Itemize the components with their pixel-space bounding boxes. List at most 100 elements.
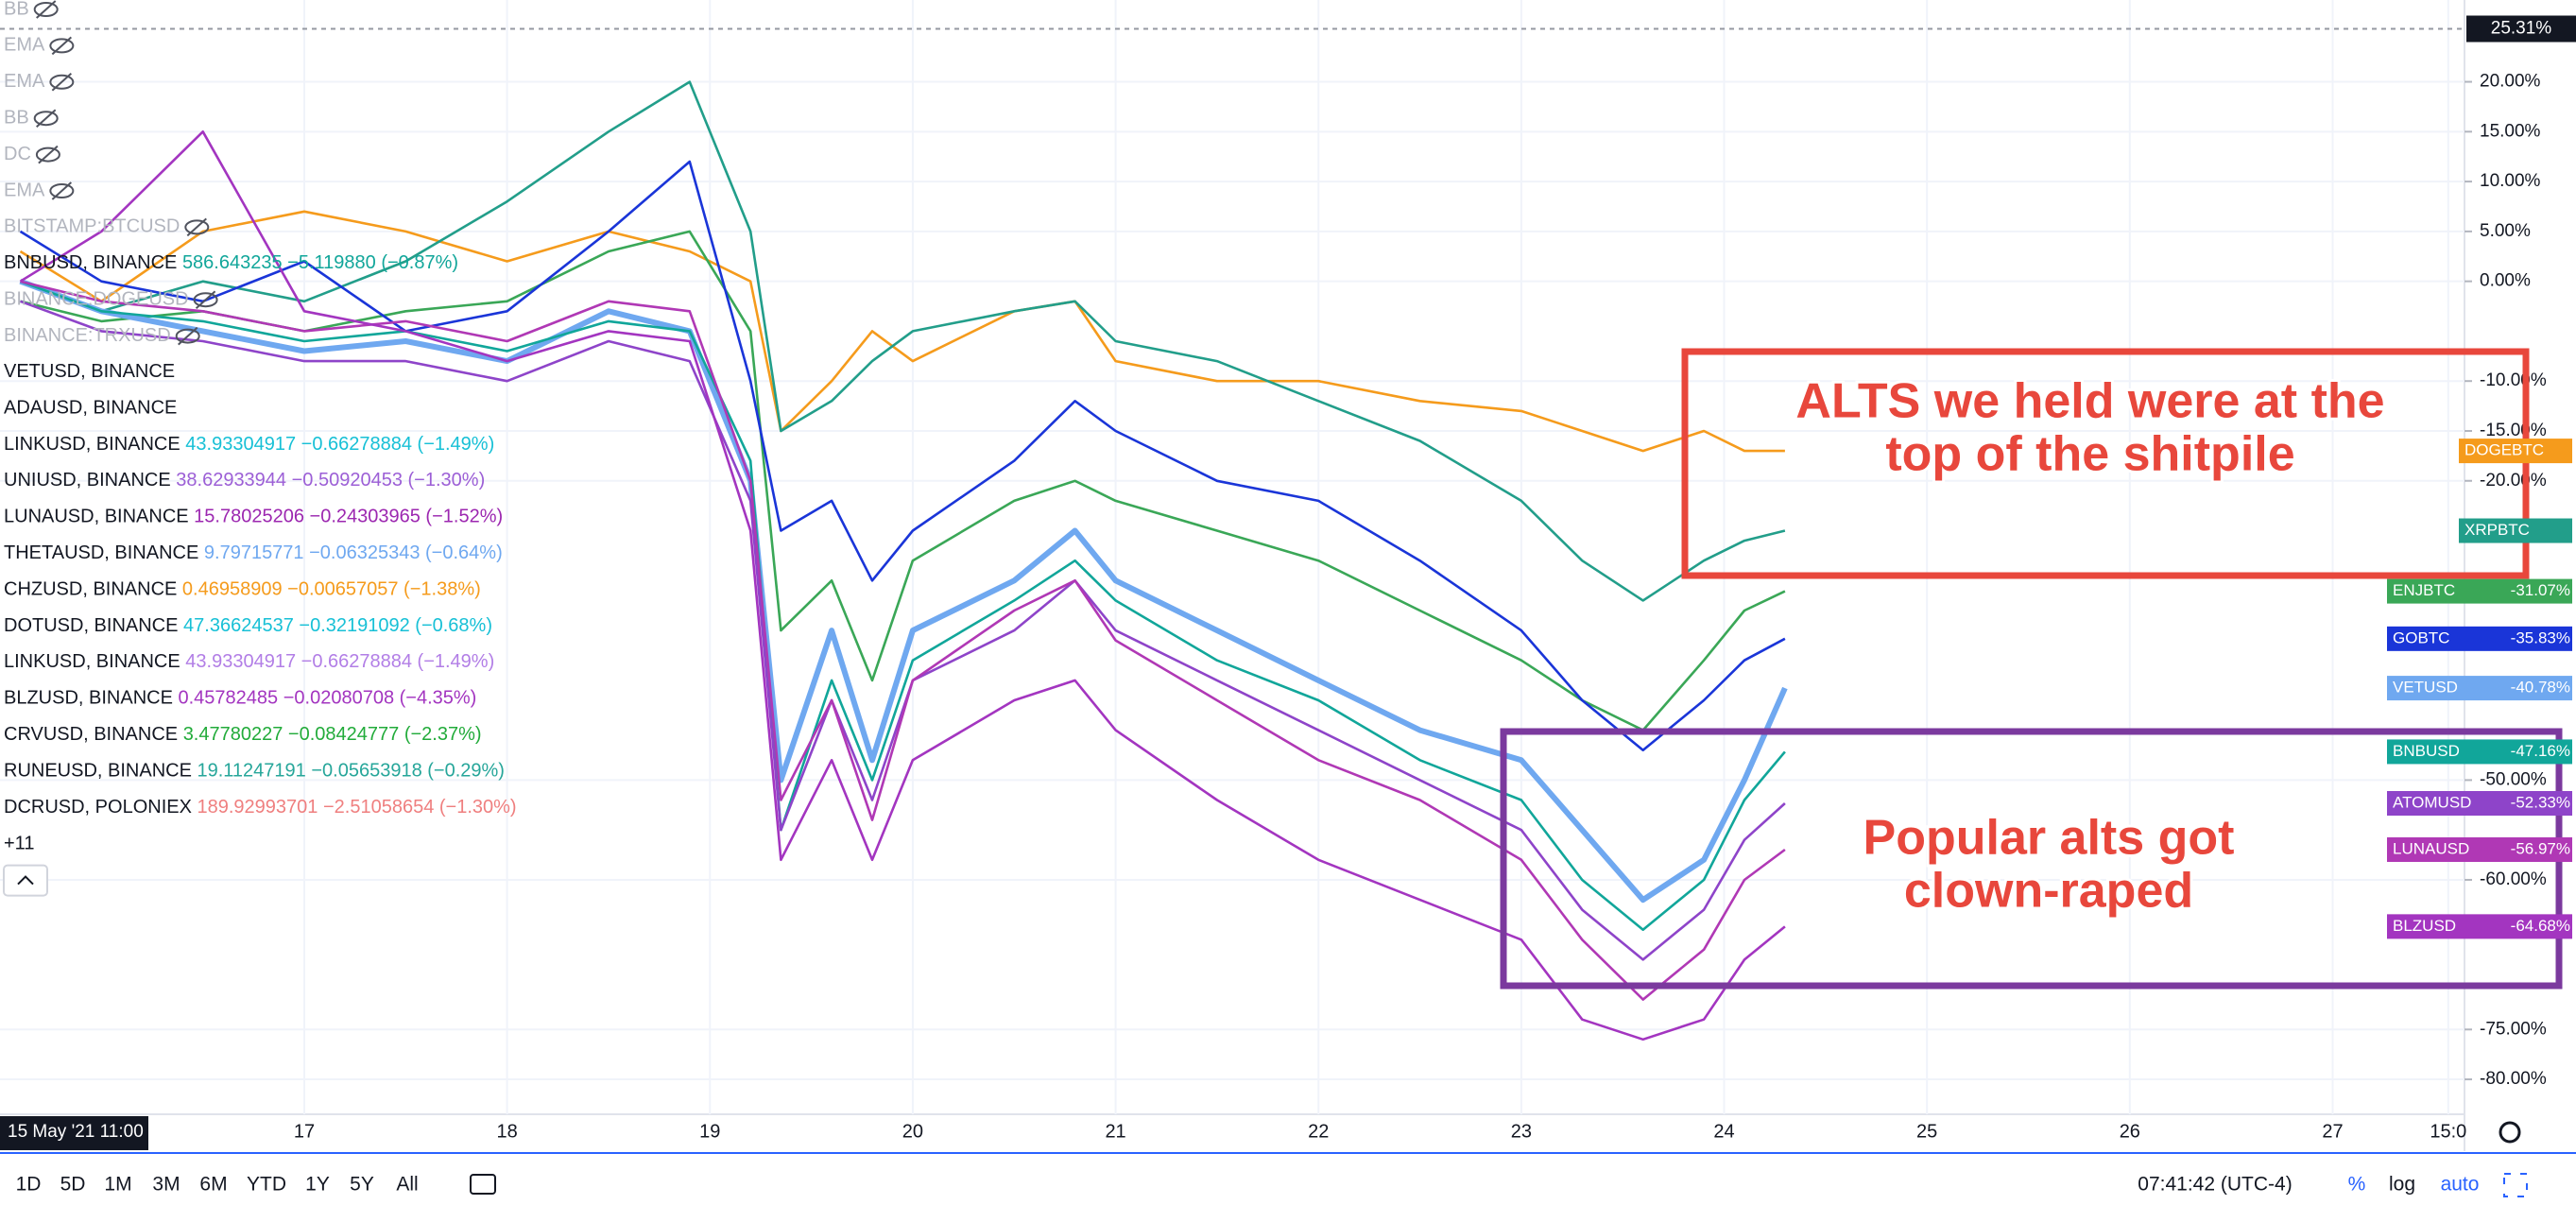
visibility-toggle[interactable] xyxy=(175,328,200,344)
range-button[interactable]: 3M xyxy=(152,1174,180,1196)
range-button[interactable]: YTD xyxy=(247,1174,286,1196)
legend-price: 19.11247191 xyxy=(197,761,305,782)
x-tick-label: 24 xyxy=(1713,1121,1734,1142)
clock: 07:41:42 (UTC-4) xyxy=(2138,1174,2292,1196)
legend-symbol: VETUSD, BINANCE xyxy=(4,361,175,382)
legend-change: −0.66278884 (−1.49%) xyxy=(301,434,495,455)
visibility-slash xyxy=(195,290,216,309)
range-button[interactable]: 1D xyxy=(16,1174,42,1196)
y-tick-label: -80.00% xyxy=(2480,1069,2547,1089)
legend-change: −0.08424777 (−2.37%) xyxy=(288,724,482,745)
series-tag-value: -52.33% xyxy=(2511,793,2570,811)
legend-entry[interactable]: BNBUSD, BINANCE 586.643235 −5.119880 (−0… xyxy=(4,252,458,273)
range-button[interactable]: 1Y xyxy=(305,1174,330,1196)
fullscreen-button[interactable] xyxy=(2503,1173,2528,1197)
series-tag-value: -40.78% xyxy=(2511,679,2570,697)
legend-symbol: RUNEUSD, BINANCE xyxy=(4,761,192,782)
x-tick-label: 22 xyxy=(1308,1121,1329,1142)
visibility-toggle[interactable] xyxy=(33,2,59,17)
legend-change: −0.05653918 (−0.29%) xyxy=(311,761,505,782)
legend-symbol: LINKUSD, BINANCE xyxy=(4,434,180,455)
legend-entry[interactable]: CRVUSD, BINANCE 3.47780227 −0.08424777 (… xyxy=(4,724,482,745)
range-button[interactable]: 5D xyxy=(60,1174,86,1196)
range-button[interactable]: 1M xyxy=(104,1174,131,1196)
series-tag-name: ATOMUSD xyxy=(2393,793,2471,811)
y-tick-label: 10.00% xyxy=(2480,171,2541,191)
series-tag-name: VETUSD xyxy=(2393,679,2458,697)
series-tag-value: -47.16% xyxy=(2511,742,2570,760)
legend-symbol: THETAUSD, BINANCE xyxy=(4,542,198,563)
x-tick-label: 20 xyxy=(902,1121,923,1142)
legend-change: −0.00657057 (−1.38%) xyxy=(287,579,481,600)
visibility-toggle[interactable] xyxy=(193,292,218,308)
legend-entry[interactable]: LINKUSD, BINANCE 43.93304917 −0.66278884… xyxy=(4,434,494,455)
series-line xyxy=(20,80,1786,602)
range-button[interactable]: 5Y xyxy=(350,1174,374,1196)
series-tag-value: -64.68% xyxy=(2511,917,2570,935)
legend-entry[interactable]: VETUSD, BINANCE xyxy=(4,361,175,382)
visibility-toggle[interactable] xyxy=(33,111,59,127)
legend-price: 586.643235 xyxy=(182,252,283,273)
hidden-study-label: EMA xyxy=(4,180,45,200)
legend-change: −0.50920453 (−1.30%) xyxy=(292,470,486,491)
visibility-toggle[interactable] xyxy=(184,219,210,235)
series-tag xyxy=(2387,578,2572,604)
series-tag-name: BLZUSD xyxy=(2393,917,2456,935)
legend-entry[interactable]: ADAUSD, BINANCE xyxy=(4,398,177,419)
visibility-slash xyxy=(51,73,73,92)
visibility-toggle[interactable] xyxy=(49,38,75,54)
legend-entry[interactable]: THETAUSD, BINANCE 9.79715771 −0.06325343… xyxy=(4,542,503,563)
series-tag xyxy=(2387,739,2572,765)
log-toggle[interactable]: log xyxy=(2389,1174,2415,1196)
y-tick-label: 0.00% xyxy=(2480,271,2531,291)
legend-entry[interactable]: RUNEUSD, BINANCE 19.11247191 −0.05653918… xyxy=(4,761,505,782)
legend-entry[interactable]: BLZUSD, BINANCE 0.45782485 −0.02080708 (… xyxy=(4,688,476,709)
visibility-slash xyxy=(178,326,198,346)
x-tick-label: 18 xyxy=(497,1121,518,1142)
legend-entry[interactable]: LINKUSD, BINANCE 43.93304917 −0.66278884… xyxy=(4,651,494,672)
marker-tag xyxy=(2466,15,2576,43)
legend-entry[interactable]: DCRUSD, POLONIEX 189.92993701 −2.5105865… xyxy=(4,797,517,818)
hidden-study-label: BINANCE:TRXUSD xyxy=(4,325,171,346)
series-tag-name: DOGEBTC xyxy=(2464,441,2544,459)
settings-button[interactable] xyxy=(2499,1121,2521,1144)
visibility-slash xyxy=(186,217,207,237)
legend-entry[interactable]: UNIUSD, BINANCE 38.62933944 −0.50920453 … xyxy=(4,470,485,491)
series-tag xyxy=(2459,518,2572,543)
compare-button[interactable] xyxy=(470,1174,496,1195)
legend-price: 3.47780227 xyxy=(183,724,283,745)
visibility-slash xyxy=(36,109,57,128)
y-tick-label: 5.00% xyxy=(2480,221,2531,241)
visibility-toggle[interactable] xyxy=(49,183,75,198)
visibility-toggle[interactable] xyxy=(35,146,60,163)
visibility-toggle[interactable] xyxy=(49,74,75,90)
series-tag xyxy=(2387,676,2572,701)
legend-entry[interactable]: LUNAUSD, BINANCE 15.78025206 −0.24303965… xyxy=(4,507,503,527)
y-tick-label: -75.00% xyxy=(2480,1019,2547,1039)
y-tick-label: -15.00% xyxy=(2480,421,2547,440)
legend-entry[interactable]: CHZUSD, BINANCE 0.46958909 −0.00657057 (… xyxy=(4,579,481,600)
annotation-box xyxy=(1681,348,2530,579)
legend-collapse[interactable] xyxy=(3,864,48,897)
series-line xyxy=(19,278,1788,904)
x-tick-label: 17 xyxy=(294,1121,315,1142)
legend-collapse-icon xyxy=(17,875,34,886)
range-button[interactable]: All xyxy=(396,1174,418,1196)
legend-price: 0.46958909 xyxy=(182,579,283,600)
legend-entry[interactable]: DOTUSD, BINANCE 47.36624537 −0.32191092 … xyxy=(4,615,492,636)
legend-symbol: LINKUSD, BINANCE xyxy=(4,651,180,672)
legend-symbol: DCRUSD, POLONIEX xyxy=(4,797,192,818)
legend-change: −0.02080708 (−4.35%) xyxy=(283,688,477,709)
hidden-study-label: BB xyxy=(4,107,29,128)
percent-toggle[interactable]: % xyxy=(2348,1174,2366,1196)
series-tag xyxy=(2387,914,2572,939)
range-button[interactable]: 6M xyxy=(199,1174,227,1196)
auto-toggle[interactable]: auto xyxy=(2441,1174,2480,1196)
series-tag-name: LUNAUSD xyxy=(2393,839,2469,857)
annotation-text: ALTS we held were at the xyxy=(1795,374,2384,429)
legend-more[interactable]: +11 xyxy=(4,833,34,853)
x-tick-label: 26 xyxy=(2120,1121,2140,1142)
